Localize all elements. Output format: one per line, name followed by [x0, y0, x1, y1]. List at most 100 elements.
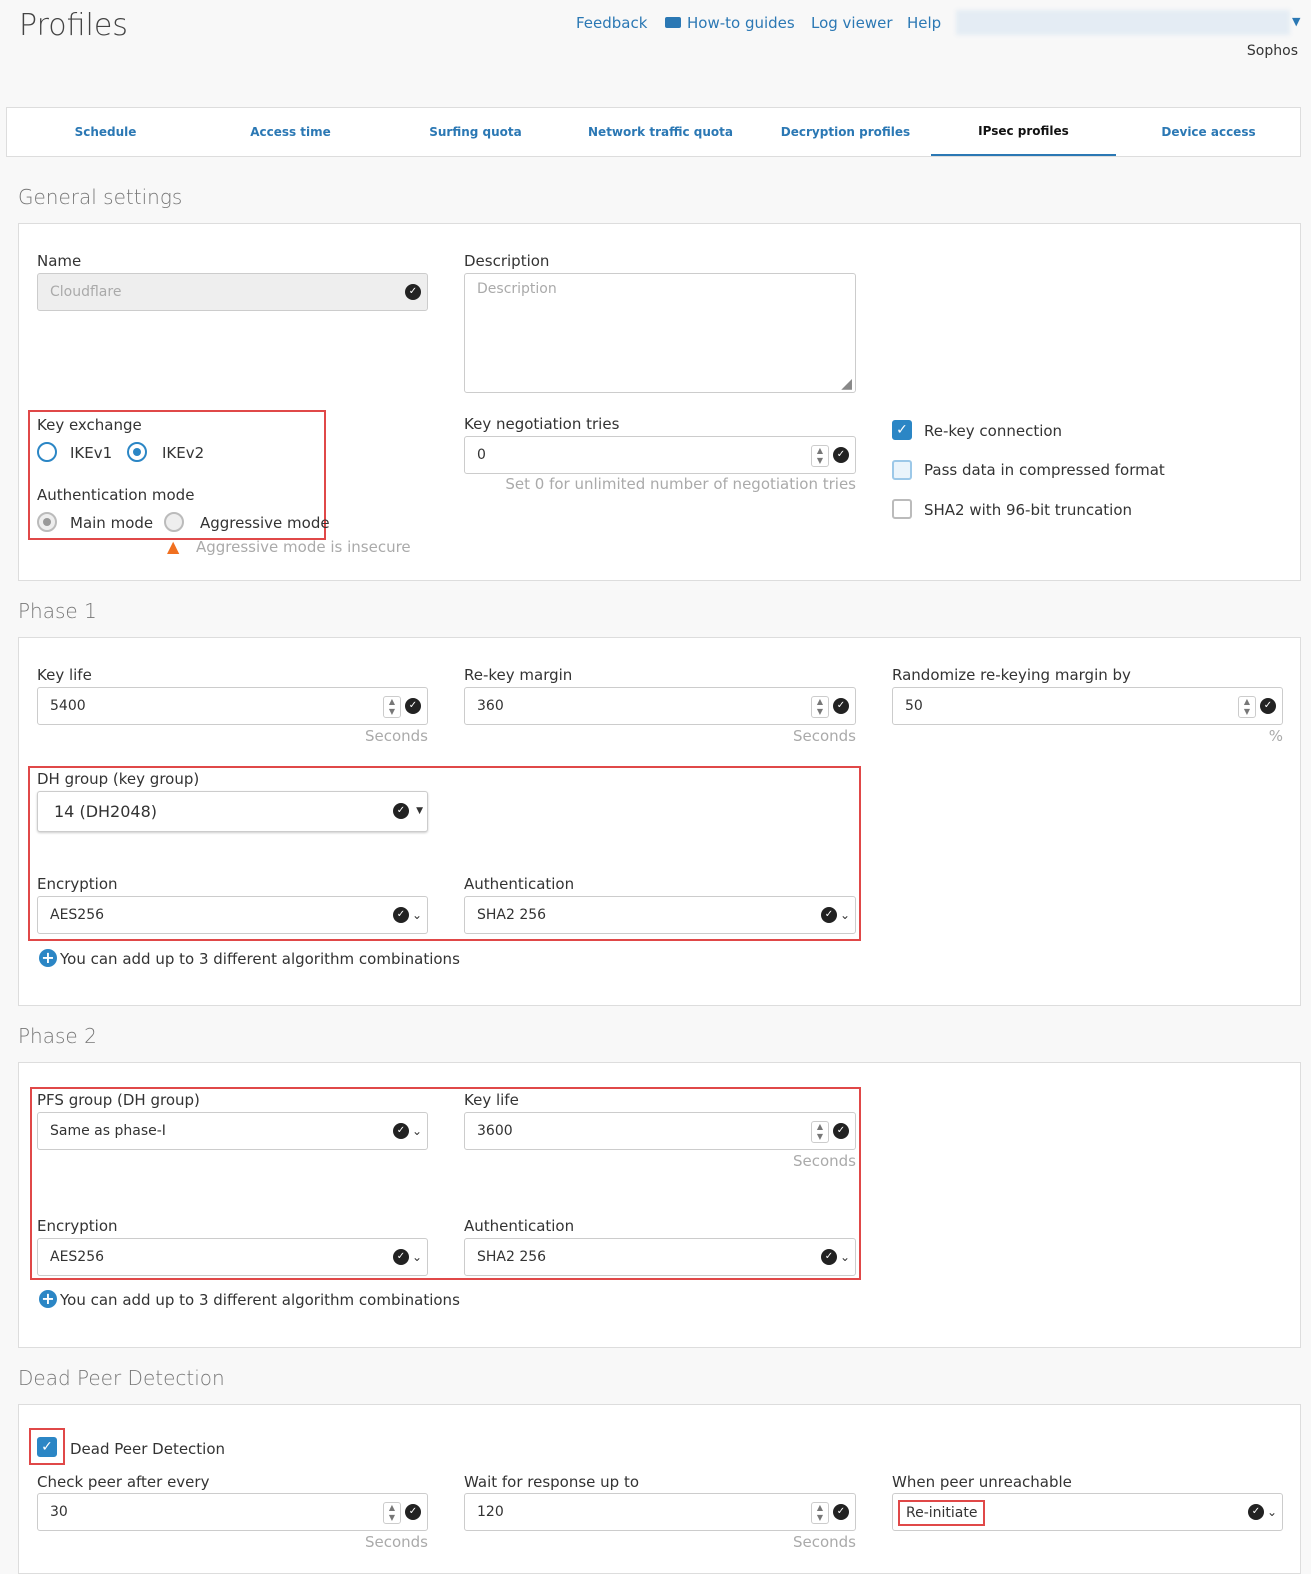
spinner-icon[interactable]: ▲ ▼ — [811, 696, 829, 718]
check-circle-icon: ✓ — [405, 1504, 421, 1520]
rekey-margin-input[interactable]: 360 ▲ ▼ ✓ — [464, 687, 856, 725]
key-life-value: 5400 — [50, 698, 86, 714]
authentication-label: Authentication — [464, 875, 575, 893]
dh-group-label: DH group (key group) — [37, 770, 200, 788]
pfs-group-select[interactable]: Same as phase-I ✓ ⌄ — [37, 1112, 428, 1150]
rekey-checkbox[interactable]: ✓ — [892, 420, 912, 440]
randomize-input[interactable]: 50 ▲ ▼ ✓ — [892, 687, 1283, 725]
check-circle-icon: ✓ — [393, 1249, 409, 1265]
dh-group-select[interactable]: 14 (DH2048) ✓ ▼ — [37, 791, 428, 832]
dpd-label: Dead Peer Detection — [70, 1440, 226, 1458]
seconds-unit: Seconds — [792, 727, 856, 745]
spinner-icon[interactable]: ▲ ▼ — [811, 1121, 829, 1143]
page-title: Profiles — [19, 8, 128, 43]
highlight-box — [28, 766, 861, 941]
dh-group-value: 14 (DH2048) — [54, 802, 157, 821]
tab-surfing-quota[interactable]: Surfing quota — [429, 125, 522, 139]
wait-response-input[interactable]: 120 ▲ ▼ ✓ — [464, 1493, 856, 1531]
section-title: General settings — [18, 185, 183, 209]
tab-ipsec-profiles[interactable]: IPsec profiles — [931, 108, 1116, 156]
wait-response-value: 120 — [477, 1504, 504, 1520]
spinner-icon[interactable]: ▲ ▼ — [1238, 696, 1256, 718]
check-circle-icon: ✓ — [833, 1123, 849, 1139]
sha2-label: SHA2 with 96-bit truncation — [924, 501, 1133, 519]
seconds-unit: Seconds — [364, 727, 428, 745]
tab-schedule[interactable]: Schedule — [74, 125, 137, 139]
plus-circle-icon[interactable]: + — [39, 949, 57, 967]
key-negotiation-tries-input[interactable]: 0 ▲ ▼ ✓ — [464, 436, 856, 474]
percent-unit: % — [1268, 727, 1283, 745]
description-textarea[interactable]: Description ◢ — [464, 273, 856, 393]
spinner-icon[interactable]: ▲ ▼ — [811, 445, 829, 467]
tab-network-traffic-quota[interactable]: Network traffic quota — [588, 125, 733, 139]
ikev2-label: IKEv2 — [162, 444, 205, 462]
check-peer-value: 30 — [50, 1504, 68, 1520]
tab-device-access[interactable]: Device access — [1161, 125, 1256, 139]
caret-down-icon[interactable]: ▼ — [1292, 15, 1301, 28]
how-to-guides-link[interactable]: How-to guides — [687, 14, 795, 32]
section-title: Phase 2 — [18, 1024, 97, 1048]
tab-bar: Schedule Access time Surfing quota Netwo… — [6, 107, 1301, 157]
encryption-select[interactable]: AES256 ✓ ⌄ — [37, 896, 428, 934]
ikev1-label: IKEv1 — [70, 444, 113, 462]
authentication-select[interactable]: SHA2 256 ✓ ⌄ — [464, 896, 856, 934]
plus-circle-icon[interactable]: + — [39, 1290, 57, 1308]
sha2-checkbox[interactable] — [892, 499, 912, 519]
user-name: Sophos — [1246, 43, 1298, 59]
encryption-value: AES256 — [50, 1249, 105, 1265]
spinner-icon[interactable]: ▲ ▼ — [811, 1502, 829, 1524]
encryption-select[interactable]: AES256 ✓ ⌄ — [37, 1238, 428, 1276]
main-mode-radio[interactable] — [37, 512, 57, 532]
resize-handle-icon[interactable]: ◢ — [841, 376, 852, 392]
feedback-link[interactable]: Feedback — [576, 14, 648, 32]
check-circle-icon: ✓ — [405, 698, 421, 714]
spinner-icon[interactable]: ▲ ▼ — [383, 696, 401, 718]
compress-label: Pass data in compressed format — [924, 461, 1165, 479]
check-circle-icon: ✓ — [821, 907, 837, 923]
authentication-label: Authentication — [464, 1217, 575, 1235]
rekey-margin-label: Re-key margin — [464, 666, 573, 684]
spinner-icon[interactable]: ▲ ▼ — [383, 1502, 401, 1524]
help-link[interactable]: Help — [907, 14, 942, 32]
ikev1-radio[interactable] — [37, 442, 57, 462]
key-life-input[interactable]: 3600 ▲ ▼ ✓ — [464, 1112, 856, 1150]
highlight-box — [29, 1428, 65, 1465]
caret-down-icon: ▼ — [416, 806, 423, 816]
peer-unreachable-value: Re-initiate — [898, 1500, 986, 1526]
add-combination-link[interactable]: You can add up to 3 different algorithm … — [60, 950, 460, 968]
encryption-label: Encryption — [37, 875, 118, 893]
log-viewer-link[interactable]: Log viewer — [811, 14, 893, 32]
peer-unreachable-select[interactable]: Re-initiate ✓ ⌄ — [892, 1493, 1283, 1531]
section-title: Dead Peer Detection — [18, 1366, 225, 1390]
main-mode-label: Main mode — [70, 514, 154, 532]
encryption-label: Encryption — [37, 1217, 118, 1235]
check-circle-icon: ✓ — [393, 1123, 409, 1139]
chevron-down-icon: ⌄ — [1266, 1505, 1277, 1519]
seconds-unit: Seconds — [792, 1152, 856, 1170]
pfs-group-label: PFS group (DH group) — [37, 1091, 200, 1109]
peer-unreachable-label: When peer unreachable — [892, 1473, 1072, 1491]
compress-checkbox[interactable] — [892, 460, 912, 480]
add-combination-link[interactable]: You can add up to 3 different algorithm … — [60, 1291, 460, 1309]
phase2-card — [18, 1062, 1301, 1348]
account-menu[interactable] — [956, 10, 1290, 35]
tab-access-time[interactable]: Access time — [250, 125, 331, 139]
warning-icon: ▲ — [167, 537, 180, 556]
key-exchange-label: Key exchange — [37, 416, 142, 434]
check-peer-label: Check peer after every — [37, 1473, 210, 1491]
check-peer-input[interactable]: 30 ▲ ▼ ✓ — [37, 1493, 428, 1531]
check-circle-icon: ✓ — [833, 698, 849, 714]
check-circle-icon: ✓ — [393, 803, 409, 819]
randomize-label: Randomize re-keying margin by — [892, 666, 1131, 684]
name-input[interactable]: Cloudflare ✓ — [37, 273, 428, 311]
description-label: Description — [464, 252, 550, 270]
ikev2-radio[interactable] — [127, 442, 147, 462]
dpd-checkbox[interactable]: ✓ — [37, 1437, 57, 1457]
aggressive-mode-radio[interactable] — [164, 512, 184, 532]
video-icon — [665, 17, 681, 28]
key-life-label: Key life — [37, 666, 92, 684]
tab-decryption-profiles[interactable]: Decryption profiles — [780, 125, 911, 139]
key-life-input[interactable]: 5400 ▲ ▼ ✓ — [37, 687, 428, 725]
authentication-select[interactable]: SHA2 256 ✓ ⌄ — [464, 1238, 856, 1276]
highlight-box — [28, 410, 326, 540]
